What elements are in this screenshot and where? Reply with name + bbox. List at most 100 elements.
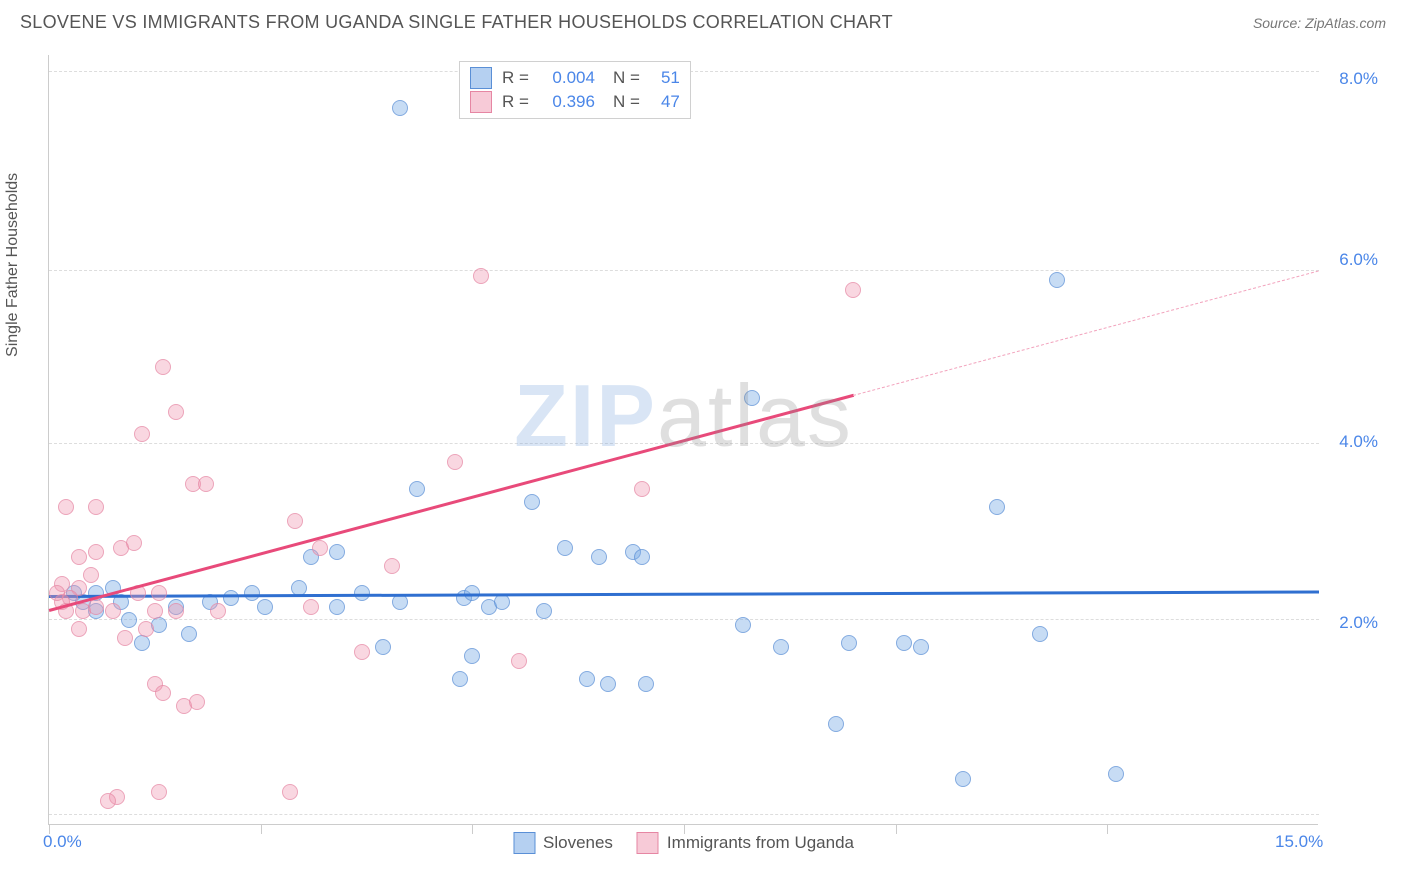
legend-n-label: N = bbox=[613, 68, 640, 88]
chart-container: Single Father Households ZIPatlas R =0.0… bbox=[48, 55, 1388, 835]
data-point bbox=[181, 626, 197, 642]
data-point bbox=[841, 635, 857, 651]
x-tick-label: 0.0% bbox=[43, 832, 82, 852]
data-point bbox=[409, 481, 425, 497]
legend-r-label: R = bbox=[502, 68, 529, 88]
data-point bbox=[600, 676, 616, 692]
data-point bbox=[896, 635, 912, 651]
data-point bbox=[1049, 272, 1065, 288]
legend-bottom-label: Immigrants from Uganda bbox=[667, 833, 854, 853]
data-point bbox=[494, 594, 510, 610]
data-point bbox=[464, 648, 480, 664]
legend-r-value: 0.396 bbox=[539, 92, 595, 112]
data-point bbox=[147, 603, 163, 619]
data-point bbox=[735, 617, 751, 633]
data-point bbox=[303, 599, 319, 615]
gridline bbox=[49, 443, 1319, 444]
data-point bbox=[83, 567, 99, 583]
data-point bbox=[329, 599, 345, 615]
legend-r-label: R = bbox=[502, 92, 529, 112]
legend-top-row: R =0.004N =51 bbox=[470, 66, 680, 90]
source-label: Source: ZipAtlas.com bbox=[1253, 15, 1386, 31]
data-point bbox=[524, 494, 540, 510]
chart-header: SLOVENE VS IMMIGRANTS FROM UGANDA SINGLE… bbox=[0, 0, 1406, 41]
y-axis-title: Single Father Households bbox=[4, 172, 22, 356]
y-tick-label: 2.0% bbox=[1339, 613, 1378, 633]
y-tick-label: 8.0% bbox=[1339, 69, 1378, 89]
trend-line bbox=[49, 394, 854, 612]
legend-top-row: R =0.396N =47 bbox=[470, 90, 680, 114]
data-point bbox=[155, 359, 171, 375]
data-point bbox=[828, 716, 844, 732]
legend-r-value: 0.004 bbox=[539, 68, 595, 88]
x-tick bbox=[896, 824, 897, 834]
data-point bbox=[134, 426, 150, 442]
legend-swatch bbox=[470, 91, 492, 113]
legend-swatch bbox=[637, 832, 659, 854]
trend-line bbox=[853, 270, 1319, 396]
data-point bbox=[138, 621, 154, 637]
data-point bbox=[287, 513, 303, 529]
data-point bbox=[392, 594, 408, 610]
data-point bbox=[511, 653, 527, 669]
data-point bbox=[88, 599, 104, 615]
data-point bbox=[71, 549, 87, 565]
data-point bbox=[88, 499, 104, 515]
data-point bbox=[579, 671, 595, 687]
y-tick-label: 6.0% bbox=[1339, 250, 1378, 270]
data-point bbox=[989, 499, 1005, 515]
trend-line bbox=[49, 591, 1319, 598]
data-point bbox=[375, 639, 391, 655]
legend-bottom-label: Slovenes bbox=[543, 833, 613, 853]
legend-bottom-item: Slovenes bbox=[513, 832, 613, 854]
data-point bbox=[638, 676, 654, 692]
data-point bbox=[354, 644, 370, 660]
data-point bbox=[634, 481, 650, 497]
legend-n-label: N = bbox=[613, 92, 640, 112]
data-point bbox=[634, 549, 650, 565]
data-point bbox=[168, 603, 184, 619]
gridline bbox=[49, 270, 1319, 271]
data-point bbox=[168, 404, 184, 420]
data-point bbox=[88, 544, 104, 560]
data-point bbox=[151, 585, 167, 601]
data-point bbox=[58, 499, 74, 515]
legend-swatch bbox=[513, 832, 535, 854]
data-point bbox=[223, 590, 239, 606]
data-point bbox=[282, 784, 298, 800]
watermark-part-b: atlas bbox=[657, 366, 853, 465]
gridline bbox=[49, 814, 1319, 815]
data-point bbox=[113, 540, 129, 556]
gridline bbox=[49, 619, 1319, 620]
data-point bbox=[189, 694, 205, 710]
watermark: ZIPatlas bbox=[514, 365, 853, 467]
data-point bbox=[773, 639, 789, 655]
legend-top: R =0.004N =51R =0.396N =47 bbox=[459, 61, 691, 119]
legend-swatch bbox=[470, 67, 492, 89]
data-point bbox=[557, 540, 573, 556]
plot-area: Single Father Households ZIPatlas R =0.0… bbox=[48, 55, 1318, 825]
x-tick bbox=[472, 824, 473, 834]
x-tick-label: 15.0% bbox=[1275, 832, 1323, 852]
data-point bbox=[1108, 766, 1124, 782]
legend-bottom: Slovenes Immigrants from Uganda bbox=[513, 832, 854, 854]
data-point bbox=[452, 671, 468, 687]
x-tick bbox=[261, 824, 262, 834]
data-point bbox=[312, 540, 328, 556]
data-point bbox=[71, 621, 87, 637]
data-point bbox=[117, 630, 133, 646]
data-point bbox=[134, 635, 150, 651]
data-point bbox=[473, 268, 489, 284]
data-point bbox=[955, 771, 971, 787]
data-point bbox=[536, 603, 552, 619]
data-point bbox=[198, 476, 214, 492]
data-point bbox=[384, 558, 400, 574]
data-point bbox=[591, 549, 607, 565]
chart-title: SLOVENE VS IMMIGRANTS FROM UGANDA SINGLE… bbox=[20, 12, 893, 33]
data-point bbox=[210, 603, 226, 619]
x-tick bbox=[1107, 824, 1108, 834]
data-point bbox=[329, 544, 345, 560]
data-point bbox=[744, 390, 760, 406]
y-tick-label: 4.0% bbox=[1339, 432, 1378, 452]
data-point bbox=[913, 639, 929, 655]
